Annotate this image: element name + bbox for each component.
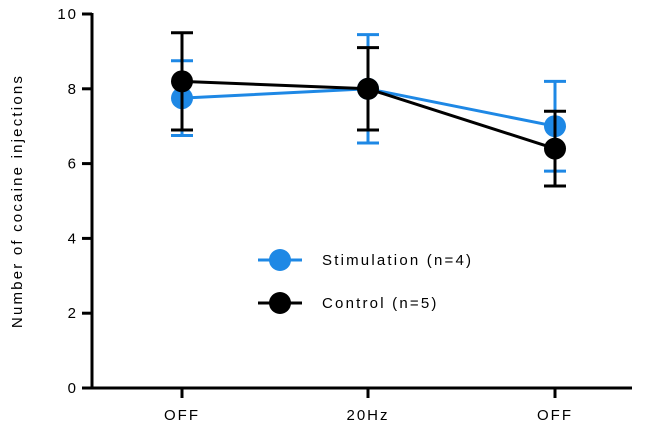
legend-marker bbox=[269, 292, 291, 314]
data-point bbox=[544, 137, 566, 160]
data-point bbox=[357, 77, 379, 100]
legend-item: Stimulation (n=4) bbox=[258, 249, 473, 271]
y-tick-label: 8 bbox=[68, 81, 78, 98]
legend-item: Control (n=5) bbox=[258, 292, 439, 314]
y-axis-label: Number of cocaine injections bbox=[9, 74, 26, 328]
x-axis-ticks: OFF 20Hz OFF bbox=[164, 388, 573, 424]
y-tick-label: 2 bbox=[68, 305, 78, 322]
y-tick-label: 4 bbox=[68, 230, 78, 247]
legend-label: Stimulation (n=4) bbox=[322, 252, 473, 269]
x-tick-label: OFF bbox=[537, 407, 573, 424]
x-tick-label: 20Hz bbox=[346, 407, 389, 424]
x-tick-label: OFF bbox=[164, 407, 200, 424]
legend-label: Control (n=5) bbox=[322, 295, 439, 312]
y-tick-label: 10 bbox=[57, 6, 78, 23]
y-tick-label: 6 bbox=[68, 156, 78, 173]
data-point bbox=[171, 70, 193, 93]
legend: Stimulation (n=4) Control (n=5) bbox=[258, 249, 473, 314]
y-tick-label: 0 bbox=[68, 380, 78, 397]
series-layer bbox=[171, 31, 566, 188]
y-axis-ticks: 0 2 4 6 8 10 bbox=[57, 6, 92, 397]
axes bbox=[90, 13, 632, 390]
legend-marker bbox=[269, 249, 291, 271]
series-group bbox=[171, 31, 566, 188]
